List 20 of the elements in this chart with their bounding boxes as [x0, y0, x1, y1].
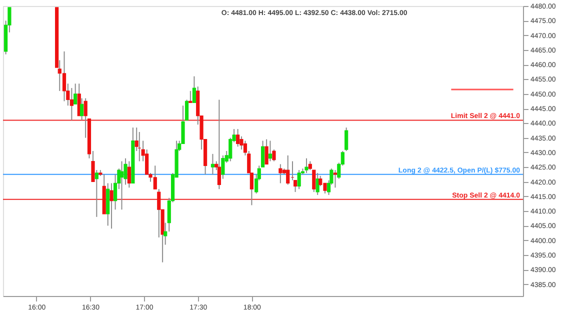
candlestick	[236, 128, 240, 148]
candlestick	[268, 140, 272, 162]
candlestick	[62, 50, 66, 102]
candlestick	[210, 153, 215, 175]
candlestick	[184, 99, 189, 121]
candlestick	[297, 170, 301, 190]
candlestick	[304, 158, 308, 174]
candlestick	[264, 138, 268, 165]
candlestick	[127, 160, 131, 188]
candlestick	[278, 164, 282, 184]
candlestick	[217, 99, 221, 190]
candlestick	[120, 160, 124, 210]
candlestick	[188, 90, 192, 104]
candlestick	[333, 170, 338, 188]
candlestick	[70, 88, 74, 121]
candlestick	[94, 170, 98, 218]
candlestick	[286, 154, 290, 186]
candlestick	[80, 98, 84, 121]
candlestick	[110, 182, 114, 230]
candlestick	[344, 127, 348, 152]
